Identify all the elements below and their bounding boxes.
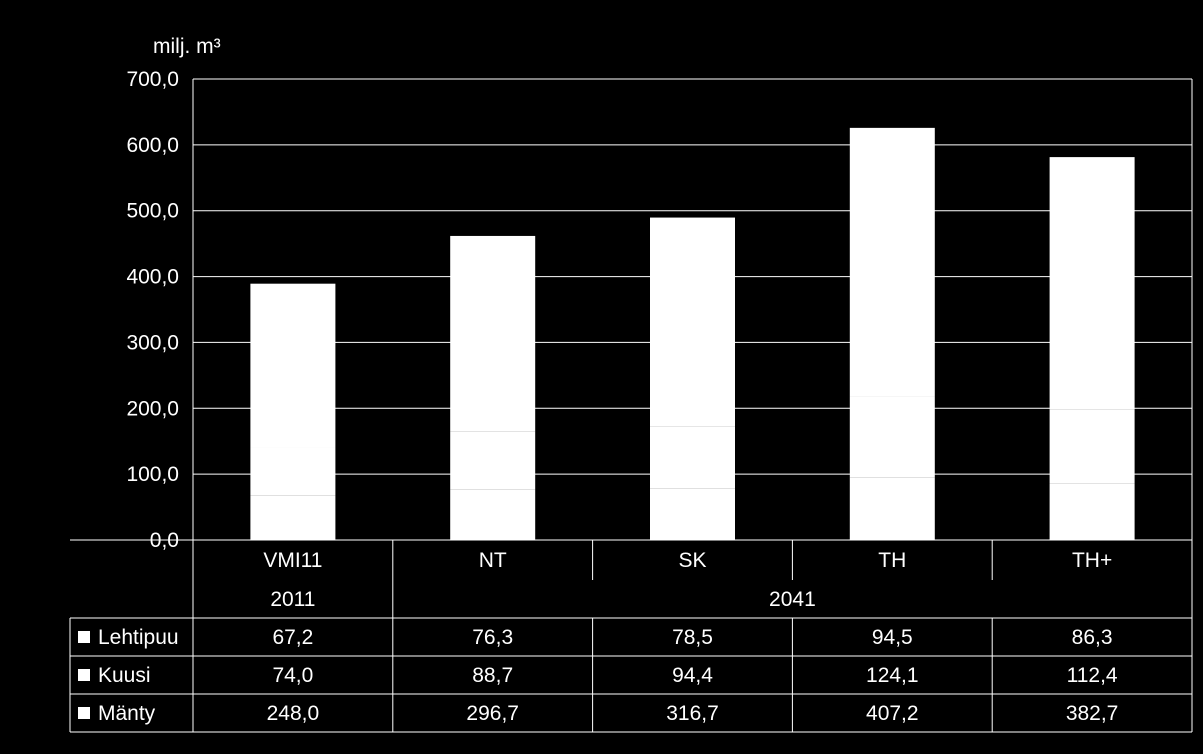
bar-nt-kuusi <box>450 431 536 490</box>
bar-vmi11-manty <box>250 283 336 448</box>
bar-th-kuusi <box>849 396 935 478</box>
y-tick-label: 700,0 <box>126 68 179 91</box>
legend-label-kuusi: Kuusi <box>98 664 151 687</box>
legend-label-manty: Mänty <box>98 702 156 725</box>
data-label: 94,4 <box>672 664 713 687</box>
bar-vmi11-kuusi <box>250 447 336 496</box>
bar-th-kuusi <box>1049 409 1135 484</box>
bar-nt-lehtipuu <box>450 489 536 540</box>
y-tick-label: 100,0 <box>126 463 179 486</box>
data-label: 112,4 <box>1067 664 1118 687</box>
x-group-label: 2011 <box>270 588 315 611</box>
bar-sk-kuusi <box>650 426 735 489</box>
bar-sk-manty <box>650 217 735 427</box>
x-group-label: 2041 <box>769 588 816 611</box>
bars <box>250 127 1135 540</box>
legend-label-lehtipuu: Lehtipuu <box>98 626 179 649</box>
x-category-label: SK <box>678 549 706 572</box>
bar-th-manty <box>1049 157 1135 410</box>
y-tick-label: 400,0 <box>126 266 179 289</box>
data-label: 407,2 <box>866 702 919 725</box>
data-label: 76,3 <box>472 626 513 649</box>
data-label: 94,5 <box>872 626 913 649</box>
data-label: 86,3 <box>1072 626 1113 649</box>
x-category-label: VMI11 <box>263 549 322 572</box>
x-category-label: NT <box>479 549 507 572</box>
bar-nt-manty <box>450 235 536 432</box>
x-category-label: TH+ <box>1072 549 1112 572</box>
data-label: 74,0 <box>272 664 313 687</box>
bar-sk-lehtipuu <box>650 488 735 540</box>
data-label: 88,7 <box>472 664 513 687</box>
data-table: VMI11 NT SK TH TH+ 2011 2041 Lehtipuu 67,2 76,3 78… <box>69 539 1193 733</box>
bar-vmi11-lehtipuu <box>250 495 336 540</box>
data-label: 248,0 <box>267 702 320 725</box>
data-label: 296,7 <box>466 702 519 725</box>
y-tick-label: 500,0 <box>126 200 179 223</box>
data-label: 124,1 <box>866 664 919 687</box>
legend-key-kuusi <box>78 669 90 681</box>
gridlines <box>192 78 1193 540</box>
data-label: 67,2 <box>272 626 313 649</box>
legend-key-lehtipuu <box>78 631 90 643</box>
x-category-label: TH <box>878 549 906 572</box>
legend-key-manty <box>78 707 90 719</box>
y-axis-unit-label: milj. m³ <box>153 35 221 58</box>
y-tick-label: 300,0 <box>126 331 179 354</box>
bar-th-manty <box>849 127 935 397</box>
y-tick-label: 600,0 <box>126 134 179 157</box>
y-tick-label: 200,0 <box>126 397 179 420</box>
data-label: 316,7 <box>666 702 719 725</box>
bar-th-lehtipuu <box>1049 483 1135 540</box>
data-label: 78,5 <box>672 626 713 649</box>
data-label: 382,7 <box>1066 702 1119 725</box>
bar-th-lehtipuu <box>849 477 935 540</box>
